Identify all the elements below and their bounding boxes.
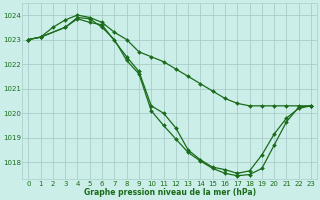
X-axis label: Graphe pression niveau de la mer (hPa): Graphe pression niveau de la mer (hPa) bbox=[84, 188, 256, 197]
